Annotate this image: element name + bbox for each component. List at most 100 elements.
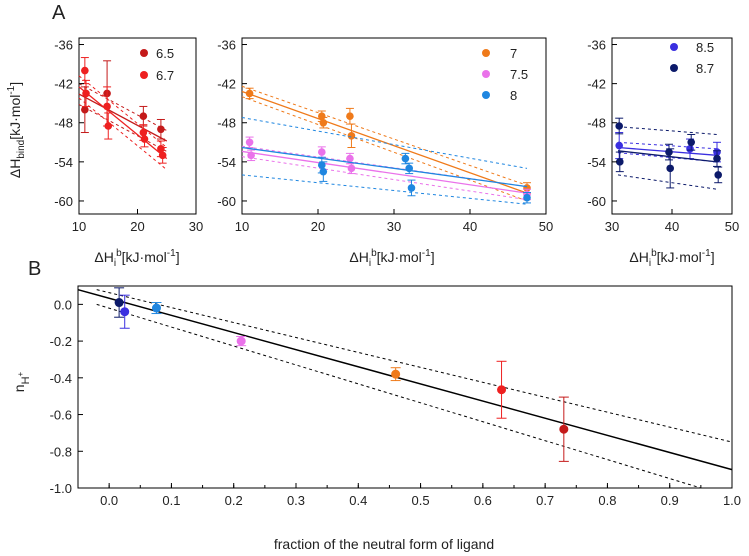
x-tick-label: 50: [725, 219, 739, 234]
data-point: [114, 298, 124, 308]
legend-marker-8: [482, 91, 490, 99]
legend-marker-8-5: [670, 43, 678, 51]
panel-b-y-axis-label: nH+: [11, 371, 32, 392]
panel-a3-ticks: 30 40 50 -36 -42 -48 -54 -60: [587, 38, 739, 234]
y-tick-label: 0.0: [54, 297, 72, 312]
panel-a2-legend: 7 7.5 8: [482, 46, 528, 103]
panel-b-letter: B: [28, 258, 41, 280]
y-tick-label: -36: [54, 38, 73, 53]
x-tick-label: 0.0: [100, 493, 118, 508]
data-point: [247, 151, 255, 160]
data-point: [319, 118, 328, 127]
y-tick-label: -60: [587, 194, 606, 209]
panel-b-ticks: 0.0 0.1 0.2 0.3 0.4 0.5 0.6 0.7 0.8 0.9 1.0 0.0 -0.2…: [50, 297, 741, 508]
y-tick-label: -60: [54, 194, 73, 209]
fit-line: [241, 146, 528, 188]
data-point: [666, 164, 674, 173]
fit-line: [78, 93, 168, 142]
panel-b-frame: [77, 285, 733, 489]
data-point: [616, 158, 624, 166]
data-point: [346, 112, 354, 121]
data-point: [391, 369, 401, 379]
data-point: [401, 154, 410, 163]
x-tick-label: 0.3: [287, 493, 305, 508]
y-tick-label: -1.0: [50, 481, 72, 496]
confidence-band-lower: [96, 303, 702, 489]
data-point: [82, 89, 90, 98]
confidence-band-upper: [78, 83, 167, 132]
fit-line: [241, 150, 528, 194]
y-tick-label: -36: [587, 38, 606, 53]
data-point: [615, 141, 623, 150]
confidence-band-lower: [241, 96, 528, 202]
panel-a1-x-axis-label: ΔHib[kJ·mol-1]: [94, 248, 179, 269]
fit-line: [78, 86, 168, 160]
confidence-band-upper: [241, 117, 528, 169]
y-tick-label: -42: [217, 77, 236, 92]
y-tick-label: -54: [587, 155, 606, 170]
x-tick-label: 0.9: [661, 493, 679, 508]
data-point: [665, 148, 673, 156]
data-point: [245, 89, 254, 98]
data-point: [318, 112, 326, 121]
panel-a2-ticks: 10 20 30 40 50 -36 -42 -48 -54 -60: [217, 38, 553, 234]
data-point: [158, 151, 167, 160]
data-point: [347, 164, 356, 173]
x-tick-label: 10: [235, 219, 249, 234]
legend-marker-6-5: [140, 49, 148, 57]
x-tick-label: 0.5: [412, 493, 430, 508]
x-tick-label: 0.2: [225, 493, 243, 508]
x-tick-label: 1.0: [723, 493, 741, 508]
confidence-band-lower: [78, 104, 167, 152]
panel-b: 0.0 0.1 0.2 0.3 0.4 0.5 0.6 0.7 0.8 0.9 1.0 0.0 -0.2…: [11, 285, 741, 552]
data-point: [346, 154, 354, 163]
confidence-band-upper: [96, 289, 733, 443]
legend-marker-8-7: [670, 64, 678, 72]
y-tick-label: -54: [54, 155, 73, 170]
confidence-band-upper: [241, 85, 528, 186]
panel-a3-legend: 8.5 8.7: [670, 40, 714, 76]
data-point: [407, 184, 416, 192]
y-tick-label: -60: [217, 194, 236, 209]
confidence-band-lower: [617, 152, 718, 163]
data-point: [151, 303, 161, 313]
panel-a-y-axis-label: ΔHbind[kJ·mol-1]: [6, 82, 27, 178]
panel-a1: 10 20 30 -36 -42 -48 -54 -60 ΔHbind[kJ·mol-1] Δ…: [6, 37, 203, 269]
legend-label-8-5: 8.5: [696, 40, 714, 55]
y-tick-label: -48: [54, 116, 73, 131]
x-tick-label: 30: [189, 219, 203, 234]
y-tick-label: -54: [217, 155, 236, 170]
legend-label-8-7: 8.7: [696, 61, 714, 76]
data-point: [714, 171, 722, 179]
x-tick-label: 20: [130, 219, 144, 234]
legend-label-7-5: 7.5: [510, 67, 528, 82]
data-point: [139, 128, 148, 137]
data-point: [405, 164, 414, 173]
x-tick-label: 30: [605, 219, 619, 234]
x-tick-label: 0.6: [474, 493, 492, 508]
x-tick-label: 0.1: [162, 493, 180, 508]
data-point: [81, 66, 89, 75]
data-point: [140, 135, 149, 143]
data-point: [318, 148, 326, 156]
x-tick-label: 0.7: [536, 493, 554, 508]
confidence-band-upper: [78, 75, 168, 148]
x-tick-label: 0.4: [349, 493, 367, 508]
data-point: [157, 145, 165, 153]
panel-a1-plot: [78, 57, 168, 171]
x-tick-label: 30: [387, 219, 401, 234]
confidence-band-upper: [617, 126, 718, 135]
x-tick-label: 0.8: [598, 493, 616, 508]
panel-a3: 30 40 50 -36 -42 -48 -54 -60 ΔHib[kJ·mol-1] 8.5…: [587, 37, 739, 269]
data-point: [81, 105, 89, 114]
legend-marker-7: [482, 49, 490, 57]
data-point: [319, 167, 328, 176]
x-tick-label: 40: [463, 219, 477, 234]
panel-a1-legend: 6.5 6.7: [140, 46, 174, 83]
data-point: [523, 193, 531, 202]
fit-line: [617, 150, 718, 163]
fit-line: [241, 90, 528, 194]
panel-a3-plot: [615, 117, 723, 190]
y-tick-label: -42: [587, 77, 606, 92]
panel-a-letter: A: [52, 2, 66, 24]
